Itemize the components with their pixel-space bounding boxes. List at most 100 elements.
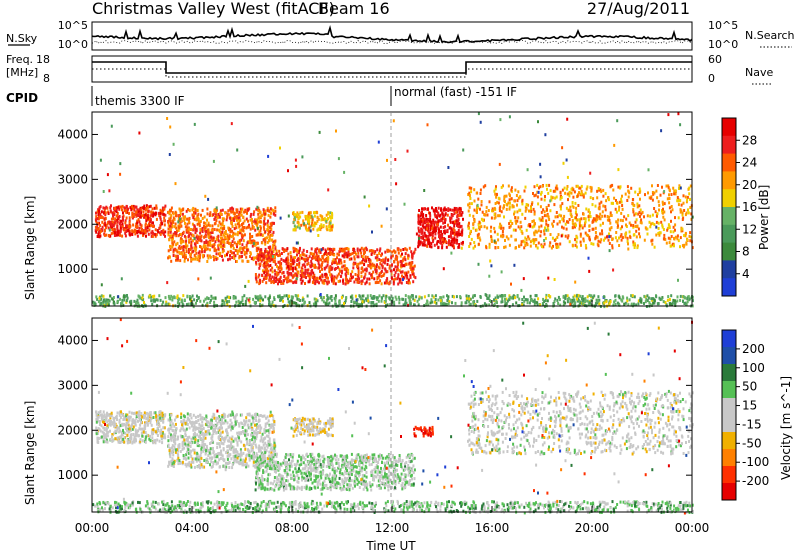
echo-cell xyxy=(194,208,197,212)
echo-cell xyxy=(633,295,636,299)
echo-cell xyxy=(204,244,207,248)
echo-cell xyxy=(184,242,187,246)
echo-cell xyxy=(261,241,264,245)
echo-cell xyxy=(500,234,502,238)
echo-cell xyxy=(583,217,586,221)
echo-cell xyxy=(566,236,569,240)
echo-cell xyxy=(597,244,600,248)
echo-cell xyxy=(609,221,612,225)
echo-cell xyxy=(398,277,401,281)
echo-cell xyxy=(119,297,121,301)
echo-cell xyxy=(293,301,296,305)
echo-cell xyxy=(584,297,587,301)
echo-cell xyxy=(410,261,413,265)
echo-noise-cell xyxy=(363,195,366,199)
echo-cell xyxy=(452,241,455,245)
echo-cell xyxy=(411,294,414,298)
echo-cell xyxy=(133,299,136,303)
echo-cell xyxy=(414,247,417,251)
colorbar-segment xyxy=(722,224,736,244)
echo-cell xyxy=(101,220,104,224)
echo-cell xyxy=(128,220,131,224)
echo-cell xyxy=(239,229,242,233)
echo-cell xyxy=(293,260,296,264)
echo-cell xyxy=(100,229,103,233)
echo-cell xyxy=(332,277,335,281)
echo-cell xyxy=(455,232,458,236)
echo-cell xyxy=(442,303,445,307)
echo-cell xyxy=(543,210,546,214)
echo-cell xyxy=(646,214,649,218)
echo-cell xyxy=(621,219,624,223)
echo-cell xyxy=(285,258,288,262)
echo-cell xyxy=(386,281,388,285)
echo-cell xyxy=(373,303,376,307)
echo-cell xyxy=(524,216,527,220)
echo-cell xyxy=(518,244,521,248)
echo-cell xyxy=(289,258,292,261)
echo-cell xyxy=(525,238,528,241)
echo-cell xyxy=(405,281,408,284)
echo-cell xyxy=(296,263,298,267)
echo-cell xyxy=(297,298,300,302)
echo-cell xyxy=(264,222,267,226)
echo-cell xyxy=(195,227,198,231)
echo-cell xyxy=(169,248,172,251)
echo-cell xyxy=(358,277,361,281)
echo-cell xyxy=(226,295,229,299)
echo-cell xyxy=(383,272,386,276)
echo-cell xyxy=(329,268,332,272)
echo-cell xyxy=(526,301,529,305)
echo-cell xyxy=(549,295,552,299)
echo-cell xyxy=(390,264,393,268)
echo-cell xyxy=(101,216,104,220)
echo-cell xyxy=(327,251,330,255)
echo-cell xyxy=(178,207,181,211)
echo-cell xyxy=(530,207,532,211)
echo-cell xyxy=(267,232,270,236)
echo-cell xyxy=(121,302,124,305)
echo-cell xyxy=(221,208,224,212)
echo-cell xyxy=(619,234,622,238)
echo-cell xyxy=(151,302,154,306)
echo-cell xyxy=(596,235,599,239)
echo-cell xyxy=(531,201,534,205)
echo-cell xyxy=(293,256,295,260)
echo-cell xyxy=(483,225,486,229)
echo-cell xyxy=(347,249,350,253)
echo-cell xyxy=(436,216,439,220)
echo-cell xyxy=(322,253,325,257)
echo-cell xyxy=(673,301,676,305)
echo-cell xyxy=(130,208,133,212)
echo-cell xyxy=(292,258,295,262)
echo-cell xyxy=(401,252,403,256)
echo-cell xyxy=(509,194,511,198)
echo-cell xyxy=(150,299,153,303)
echo-cell xyxy=(614,207,617,211)
echo-cell xyxy=(118,426,121,430)
echo-cell xyxy=(271,270,274,274)
echo-cell xyxy=(172,254,175,257)
echo-cell xyxy=(667,236,670,240)
echo-cell xyxy=(138,416,141,420)
echo-cell xyxy=(189,232,192,236)
echo-cell xyxy=(609,211,612,215)
echo-cell xyxy=(203,235,206,239)
echo-cell xyxy=(148,222,150,226)
echo-cell xyxy=(575,216,577,220)
echo-cell xyxy=(438,230,441,234)
echo-cell xyxy=(459,233,462,236)
echo-cell xyxy=(470,202,473,206)
echo-cell xyxy=(281,271,284,275)
echo-cell xyxy=(456,223,459,227)
echo-cell xyxy=(401,259,404,263)
echo-cell xyxy=(552,244,554,248)
echo-cell xyxy=(648,220,651,224)
echo-cell xyxy=(215,252,218,256)
echo-cell xyxy=(620,200,623,204)
echo-cell xyxy=(273,221,275,225)
echo-noise-cell xyxy=(426,123,429,127)
echo-cell xyxy=(551,236,554,240)
echo-cell xyxy=(516,199,519,203)
echo-cell xyxy=(213,256,216,259)
